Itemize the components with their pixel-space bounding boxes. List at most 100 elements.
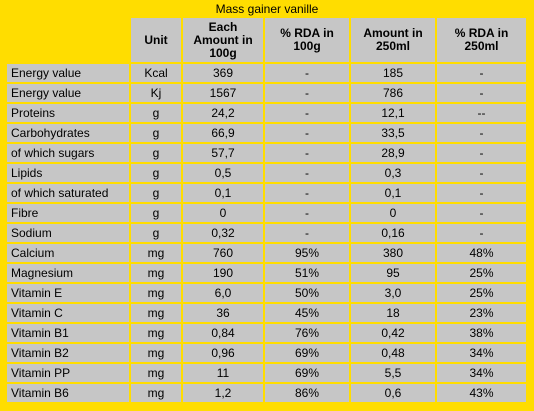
cell-amount-250ml: 0,42: [351, 324, 435, 342]
cell-amount-100g: 1567: [183, 84, 263, 102]
cell-rda-100g: 76%: [265, 324, 349, 342]
cell-unit: g: [131, 164, 181, 182]
cell-nutrient-name: Vitamin B2: [7, 344, 129, 362]
cell-rda-250ml: --: [437, 104, 526, 122]
cell-nutrient-name: Energy value: [7, 64, 129, 82]
table-row: Vitamin B2 mg 0,96 69% 0,48 34%: [7, 344, 526, 362]
cell-nutrient-name: Vitamin B6: [7, 384, 129, 402]
table-row: Sodium g 0,32-0,16-: [7, 224, 526, 242]
cell-amount-100g: 0,84: [183, 324, 263, 342]
table-row: Carbohydrates g 66,9-33,5-: [7, 124, 526, 142]
cell-rda-100g: 69%: [265, 344, 349, 362]
cell-amount-250ml: 0,3: [351, 164, 435, 182]
cell-nutrient-name: Vitamin E: [7, 284, 129, 302]
cell-unit: Kcal: [131, 64, 181, 82]
cell-amount-100g: 0,96: [183, 344, 263, 362]
cell-rda-250ml: -: [437, 124, 526, 142]
cell-rda-100g: 69%: [265, 364, 349, 382]
cell-nutrient-name: Vitamin C: [7, 304, 129, 322]
cell-rda-250ml: 25%: [437, 284, 526, 302]
cell-amount-100g: 0,32: [183, 224, 263, 242]
cell-amount-100g: 6,0: [183, 284, 263, 302]
cell-unit: mg: [131, 284, 181, 302]
cell-amount-100g: 11: [183, 364, 263, 382]
cell-amount-100g: 0,1: [183, 184, 263, 202]
cell-rda-100g: 51%: [265, 264, 349, 282]
cell-rda-250ml: -: [437, 84, 526, 102]
cell-nutrient-name: Lipids: [7, 164, 129, 182]
header-unit: Unit: [131, 18, 181, 62]
cell-rda-100g: 45%: [265, 304, 349, 322]
cell-nutrient-name: Magnesium: [7, 264, 129, 282]
header-row: Unit Each Amount in 100g % RDA in 100g A…: [7, 18, 526, 62]
cell-rda-250ml: -: [437, 184, 526, 202]
cell-amount-250ml: 786: [351, 84, 435, 102]
cell-amount-250ml: 0,16: [351, 224, 435, 242]
cell-amount-250ml: 28,9: [351, 144, 435, 162]
cell-unit: g: [131, 124, 181, 142]
cell-amount-250ml: 0,1: [351, 184, 435, 202]
cell-amount-250ml: 3,0: [351, 284, 435, 302]
cell-amount-100g: 369: [183, 64, 263, 82]
cell-unit: g: [131, 204, 181, 222]
cell-nutrient-name: Proteins: [7, 104, 129, 122]
nutrition-table: Unit Each Amount in 100g % RDA in 100g A…: [5, 16, 528, 404]
cell-rda-100g: -: [265, 124, 349, 142]
table-row: Energy value Kj 1567-786-: [7, 84, 526, 102]
cell-unit: mg: [131, 364, 181, 382]
cell-rda-250ml: 34%: [437, 364, 526, 382]
table-row: Vitamin B1 mg 0,84 76% 0,42 38%: [7, 324, 526, 342]
cell-nutrient-name: of which saturated: [7, 184, 129, 202]
cell-rda-250ml: 23%: [437, 304, 526, 322]
cell-nutrient-name: of which sugars: [7, 144, 129, 162]
cell-amount-100g: 0: [183, 204, 263, 222]
cell-rda-250ml: -: [437, 164, 526, 182]
cell-unit: mg: [131, 264, 181, 282]
cell-amount-250ml: 0,6: [351, 384, 435, 402]
header-nutrient: [7, 18, 129, 62]
table-row: Vitamin B6 mg 1,2 86% 0,6 43%: [7, 384, 526, 402]
cell-rda-100g: -: [265, 164, 349, 182]
cell-amount-250ml: 185: [351, 64, 435, 82]
cell-unit: g: [131, 104, 181, 122]
cell-rda-100g: -: [265, 224, 349, 242]
cell-nutrient-name: Energy value: [7, 84, 129, 102]
cell-rda-100g: -: [265, 184, 349, 202]
cell-rda-100g: -: [265, 104, 349, 122]
cell-amount-100g: 0,5: [183, 164, 263, 182]
cell-amount-250ml: 12,1: [351, 104, 435, 122]
table-row: Lipids g 0,5-0,3-: [7, 164, 526, 182]
cell-amount-250ml: 0: [351, 204, 435, 222]
cell-amount-100g: 190: [183, 264, 263, 282]
cell-rda-250ml: 38%: [437, 324, 526, 342]
table-row: Energy value Kcal 369-185-: [7, 64, 526, 82]
cell-unit: mg: [131, 244, 181, 262]
cell-nutrient-name: Vitamin B1: [7, 324, 129, 342]
cell-unit: g: [131, 144, 181, 162]
table-row: Calcium mg 760 95% 380 48%: [7, 244, 526, 262]
cell-rda-250ml: 34%: [437, 344, 526, 362]
cell-amount-250ml: 95: [351, 264, 435, 282]
cell-rda-250ml: -: [437, 204, 526, 222]
table-row: Proteins g 24,2-12,1 --: [7, 104, 526, 122]
cell-nutrient-name: Sodium: [7, 224, 129, 242]
cell-rda-250ml: 25%: [437, 264, 526, 282]
cell-amount-250ml: 5,5: [351, 364, 435, 382]
table-row: of which saturated g 0,1-0,1-: [7, 184, 526, 202]
table-row: Magnesium mg 190 51% 95 25%: [7, 264, 526, 282]
cell-nutrient-name: Fibre: [7, 204, 129, 222]
cell-rda-100g: -: [265, 84, 349, 102]
table-row: Vitamin PP mg 11 69% 5,5 34%: [7, 364, 526, 382]
cell-nutrient-name: Vitamin PP: [7, 364, 129, 382]
cell-rda-100g: -: [265, 204, 349, 222]
header-rda-250ml: % RDA in 250ml: [437, 18, 526, 62]
cell-unit: mg: [131, 384, 181, 402]
cell-amount-250ml: 0,48: [351, 344, 435, 362]
cell-amount-100g: 24,2: [183, 104, 263, 122]
cell-unit: mg: [131, 324, 181, 342]
header-rda-100g: % RDA in 100g: [265, 18, 349, 62]
cell-unit: mg: [131, 304, 181, 322]
